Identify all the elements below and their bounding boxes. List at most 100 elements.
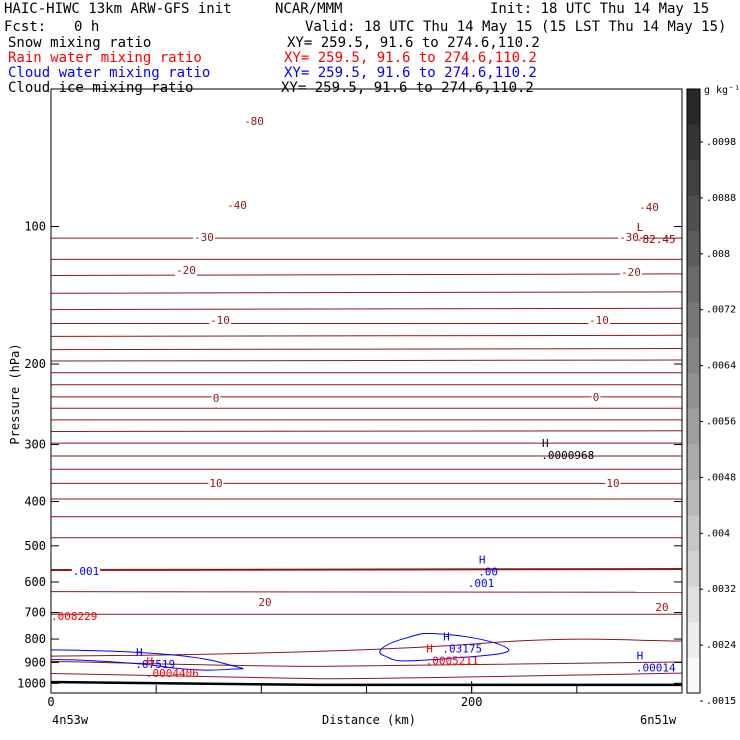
colorbar-band bbox=[687, 621, 700, 658]
svg-text:200: 200 bbox=[24, 357, 46, 371]
svg-text:-82.45: -82.45 bbox=[636, 233, 676, 246]
svg-text:L: L bbox=[637, 221, 644, 234]
y-axis-title: Pressure (hPa) bbox=[8, 343, 22, 445]
svg-text:H: H bbox=[479, 553, 486, 566]
colorbar-band bbox=[687, 408, 700, 445]
isotherm bbox=[51, 613, 682, 616]
cloud-contour-label: .001 bbox=[71, 565, 101, 578]
cloud-water-contour bbox=[51, 649, 244, 671]
isotherm-label: -80 bbox=[243, 115, 265, 128]
isotherm bbox=[51, 660, 682, 667]
colorbar-band bbox=[687, 231, 700, 268]
plot-frame bbox=[50, 88, 683, 694]
svg-text:.0015: .0015 bbox=[706, 696, 736, 707]
x-tick-label: 0 bbox=[47, 695, 54, 709]
svg-text:20: 20 bbox=[258, 596, 271, 609]
svg-text:.0005211: .0005211 bbox=[426, 655, 479, 668]
svg-text:.0088: .0088 bbox=[706, 193, 736, 204]
cloud-water-contour bbox=[379, 632, 510, 662]
svg-text:1000: 1000 bbox=[17, 676, 46, 690]
svg-text:700: 700 bbox=[24, 606, 46, 620]
svg-text:.0098: .0098 bbox=[706, 137, 736, 148]
svg-text:-40: -40 bbox=[227, 199, 247, 212]
y-tick-label: 100 bbox=[24, 220, 46, 234]
svg-text:.03175: .03175 bbox=[442, 642, 482, 655]
svg-text:600: 600 bbox=[24, 575, 46, 589]
colorbar-label: .0048 bbox=[706, 472, 736, 483]
svg-text:-30: -30 bbox=[194, 231, 214, 244]
svg-text:.0048: .0048 bbox=[706, 472, 736, 483]
isotherm-label: -30 bbox=[193, 231, 215, 244]
isotherm bbox=[51, 430, 682, 432]
colorbar-label: .004 bbox=[706, 528, 730, 539]
svg-text:.0004406: .0004406 bbox=[146, 667, 199, 680]
colorbar: .0098 .0088 .008 .0072 .0064 .0056 .0048 .004 .0… bbox=[686, 88, 736, 707]
svg-text:.07519: .07519 bbox=[135, 658, 175, 671]
svg-text:-20: -20 bbox=[176, 264, 196, 277]
isotherm bbox=[51, 334, 682, 337]
extremum-marker-value: .00014 bbox=[636, 661, 676, 674]
svg-text:.0032: .0032 bbox=[706, 584, 736, 595]
extremum-marker-value: .0004406 bbox=[146, 667, 199, 680]
colorbar-band bbox=[687, 89, 700, 126]
y-tick-label: 400 bbox=[24, 495, 46, 509]
x-axis-title: Distance (km) bbox=[322, 713, 416, 727]
extremum-marker-letter: H bbox=[443, 630, 450, 643]
svg-text:400: 400 bbox=[24, 495, 46, 509]
contour-layer: -80 -40 -40 -30 -30 -20 -20 -10 -10 0 0 10 10 20 20 .00… bbox=[51, 115, 682, 687]
svg-text:100: 100 bbox=[24, 220, 46, 234]
colorbar-band bbox=[687, 515, 700, 552]
y-tick-label: 600 bbox=[24, 575, 46, 589]
field-xy-cloud-water: XY= 259.5, 91.6 to 274.6,110.2 bbox=[284, 65, 537, 81]
colorbar-label: .0098 bbox=[706, 137, 736, 148]
forecast-label: Fcst: bbox=[4, 19, 47, 35]
isotherm-label: -40 bbox=[226, 199, 248, 212]
init-time: Init: 18 UTC Thu 14 May 15 bbox=[490, 1, 710, 17]
y-tick-label: 700 bbox=[24, 606, 46, 620]
y-tick-label: 1000 bbox=[17, 676, 46, 690]
svg-text:0: 0 bbox=[593, 391, 600, 404]
svg-text:.00: .00 bbox=[478, 565, 498, 578]
extremum-marker-value: .07519 bbox=[135, 658, 175, 671]
x-endpoint-left: 4n53w bbox=[52, 713, 89, 727]
valid-time: Valid: 18 UTC Thu 14 May 15 (15 LST Thu … bbox=[305, 19, 727, 35]
isotherm-label: -20 bbox=[620, 266, 642, 279]
svg-text:H: H bbox=[637, 649, 644, 662]
colorbar-band bbox=[687, 302, 700, 339]
colorbar-band bbox=[687, 195, 700, 232]
colorbar-label: .0015 bbox=[706, 696, 736, 707]
svg-text:.0072: .0072 bbox=[706, 305, 736, 316]
svg-text:H: H bbox=[542, 437, 549, 450]
cloud-contour-label: .001 bbox=[466, 577, 496, 590]
field-xy-cloud-ice: XY= 259.5, 91.6 to 274.6,110.2 bbox=[281, 80, 534, 96]
isotherm-label: -10 bbox=[588, 314, 610, 327]
isotherm bbox=[51, 591, 682, 593]
svg-text:-20: -20 bbox=[621, 266, 641, 279]
extremum-marker-value: .0005211 bbox=[426, 655, 479, 668]
extremum-marker-letter: H bbox=[426, 643, 433, 656]
extremum-marker-value: .00 bbox=[478, 565, 498, 578]
svg-text:-10: -10 bbox=[210, 314, 230, 327]
isotherm bbox=[51, 273, 682, 276]
svg-text:10: 10 bbox=[209, 477, 222, 490]
colorbar-band bbox=[687, 550, 700, 587]
colorbar-band bbox=[687, 124, 700, 161]
isotherm-label: 0 bbox=[591, 391, 601, 404]
y-tick-label: 800 bbox=[24, 632, 46, 646]
isotherm-label: -10 bbox=[209, 314, 231, 327]
forecast-hour: 0 h bbox=[74, 19, 100, 35]
svg-text:200: 200 bbox=[461, 695, 483, 709]
isotherm bbox=[51, 307, 682, 311]
y-tick-label: 300 bbox=[24, 437, 46, 451]
colorbar-unit: g kg⁻¹ bbox=[704, 85, 740, 96]
extremum-marker-letter: H bbox=[147, 655, 154, 668]
svg-text:0: 0 bbox=[213, 392, 220, 405]
svg-text:0: 0 bbox=[47, 695, 54, 709]
svg-text:-40: -40 bbox=[639, 201, 659, 214]
marker-layer: L-82.45H.0000968H.00H.03175H.0005211H.07… bbox=[135, 221, 676, 680]
colorbar-band bbox=[687, 479, 700, 516]
colorbar-band bbox=[687, 337, 700, 374]
colorbar-label: .0072 bbox=[706, 305, 736, 316]
colorbar-band bbox=[687, 586, 700, 623]
terrain-line bbox=[51, 680, 682, 687]
